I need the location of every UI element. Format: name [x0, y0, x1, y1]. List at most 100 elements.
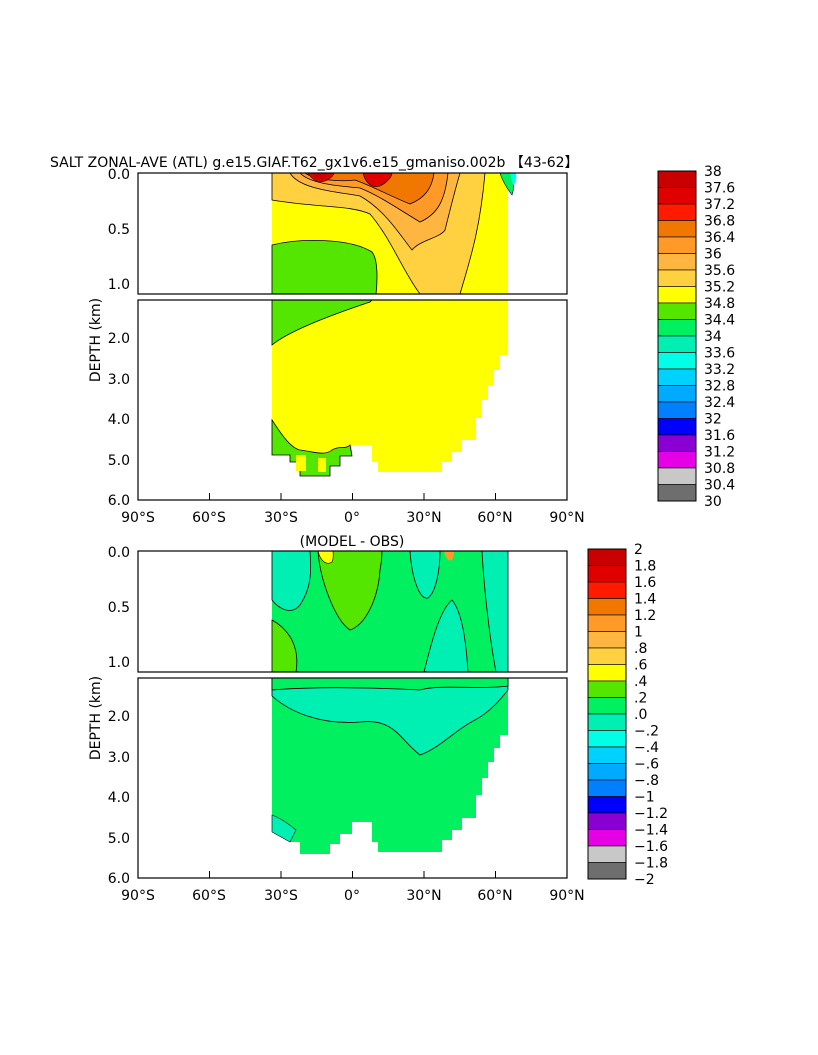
diff-colorbar-swatch-11 [587, 730, 627, 748]
diff-xtick-5: 60°N [477, 888, 512, 904]
diff-colorbar-label-2: 1.6 [634, 575, 656, 591]
diff-colorbar-swatch-0 [587, 548, 627, 566]
diff-y-ticks: 0.0 0.5 1.0 2.0 3.0 4.0 5.0 6.0 [108, 545, 130, 887]
salt-ytick-3: 2.0 [108, 331, 130, 347]
diff-colorbar-label-5: 1 [634, 625, 643, 641]
diff-colorbar-swatch-2 [587, 581, 627, 599]
salt-colorbar-swatch-1 [657, 187, 697, 205]
diff-colorbar-label-11: −.2 [634, 724, 659, 740]
diff-xtick-0: 90°S [121, 888, 155, 904]
diff-colorbar-label-3: 1.4 [634, 592, 656, 608]
salt-colorbar-swatch-14 [657, 401, 697, 419]
salt-colorbar-swatch-10 [657, 335, 697, 353]
salt-colorbar-swatch-18 [657, 467, 697, 485]
salt-colorbar-swatch-16 [657, 434, 697, 452]
diff-colorbar-label-17: −1.4 [634, 823, 668, 839]
diff-upper-yellow-spot [317, 551, 334, 564]
diff-colorbar-label-8: .4 [634, 674, 647, 690]
salt-colorbar-swatch-4 [657, 236, 697, 254]
salt-xtick-2: 30°S [264, 510, 298, 526]
diff-lower-green-top [271, 678, 509, 691]
diff-colorbar-label-12: −.4 [634, 740, 659, 756]
diff-colorbar-label-4: 1.2 [634, 608, 656, 624]
diff-ytick-2: 1.0 [108, 655, 130, 671]
salt-colorbar-label-0: 38 [704, 164, 722, 180]
salt-lower-field [271, 300, 508, 477]
diff-colorbar-label-10: .0 [634, 707, 647, 723]
salt-lower-deep-patch-2 [318, 458, 326, 472]
salt-colorbar-swatch-5 [657, 253, 697, 271]
diff-colorbar-label-0: 2 [634, 542, 643, 558]
salt-colorbar-swatch-8 [657, 302, 697, 320]
salt-colorbar-swatch-15 [657, 418, 697, 436]
diff-colorbar-swatch-14 [587, 779, 627, 797]
diff-colorbar-swatch-17 [587, 829, 627, 847]
diff-colorbar-label-14: −.8 [634, 773, 659, 789]
salt-ytick-0: 0.0 [108, 167, 130, 183]
diff-colorbar-label-15: −1 [634, 790, 655, 806]
salt-xtick-1: 60°S [192, 510, 226, 526]
salt-colorbar-swatch-17 [657, 451, 697, 469]
salt-colorbar-label-15: 32 [704, 412, 722, 428]
salt-tick-marks [137, 493, 568, 500]
diff-colorbar-swatch-1 [587, 565, 627, 583]
salt-colorbar-label-7: 35.2 [704, 280, 735, 296]
diff-ytick-3: 2.0 [108, 709, 130, 725]
salt-colorbar-label-19: 30.4 [704, 478, 735, 494]
diff-colorbar-swatch-5 [587, 631, 627, 649]
salt-upper-high-2 [362, 173, 393, 187]
diff-colorbar-label-13: −.6 [634, 757, 659, 773]
salt-xtick-4: 30°N [406, 510, 441, 526]
salt-ytick-4: 3.0 [108, 372, 130, 388]
diff-xtick-4: 30°N [406, 888, 441, 904]
diff-ytick-5: 4.0 [108, 790, 130, 806]
salt-upper-high-core [312, 173, 327, 180]
salt-colorbar-swatch-9 [657, 319, 697, 337]
salt-ylabel: DEPTH (km) [88, 298, 104, 382]
salt-colorbar-label-18: 30.8 [704, 461, 735, 477]
diff-x-ticks: 90°S 60°S 30°S 0° 30°N 60°N 90°N [121, 888, 585, 904]
salt-x-ticks: 90°S 60°S 30°S 0° 30°N 60°N 90°N [121, 510, 585, 526]
diff-xtick-3: 0° [344, 888, 360, 904]
diff-upper-cyan-n1 [409, 551, 441, 599]
diff-ytick-0: 0.0 [108, 545, 130, 561]
diff-upper-cyan-west [271, 551, 312, 611]
salt-colorbar-swatch-19 [657, 484, 697, 502]
diff-colorbar-swatch-13 [587, 763, 627, 781]
diff-colorbar: 21.81.61.41.21.8.6.4.2.0−.2−.4−.6−.8−1−1… [587, 542, 668, 888]
diff-colorbar-label-7: .6 [634, 658, 647, 674]
salt-upper-364 [304, 173, 435, 205]
salt-colorbar-label-20: 30 [704, 494, 722, 510]
salt-ytick-7: 6.0 [108, 493, 130, 509]
diff-lower-cyan-band [271, 678, 509, 756]
salt-colorbar-label-4: 36.4 [704, 230, 735, 246]
diff-ytick-1: 0.5 [108, 600, 130, 616]
diff-colorbar-label-20: −2 [634, 872, 655, 888]
salt-colorbar-label-2: 37.2 [704, 197, 735, 213]
salt-xtick-3: 0° [344, 510, 360, 526]
diff-upper-base [272, 551, 508, 672]
diff-lower-cyan-deep [271, 814, 297, 843]
diff-colorbar-swatch-6 [587, 647, 627, 665]
diff-colorbar-swatch-8 [587, 680, 627, 698]
diff-colorbar-swatch-10 [587, 713, 627, 731]
salt-colorbar-label-5: 36 [704, 247, 722, 263]
salt-colorbar-label-17: 31.2 [704, 445, 735, 461]
salt-colorbar-swatch-6 [657, 269, 697, 287]
diff-upper-cyan-n2 [423, 599, 469, 672]
salt-colorbar: 3837.637.236.836.43635.635.234.834.43433… [657, 164, 735, 510]
diff-ytick-6: 5.0 [108, 831, 130, 847]
salt-upper-arctic-freshest [510, 173, 517, 185]
chart-title-diff: (MODEL - OBS) [300, 534, 405, 550]
diff-colorbar-swatch-16 [587, 812, 627, 830]
salt-ytick-1: 0.5 [108, 222, 130, 238]
diff-colorbar-swatch-7 [587, 664, 627, 682]
salt-lower-base [272, 300, 508, 476]
chart-title-salt: SALT ZONAL-AVE (ATL) g.e15.GIAF.T62_gx1v… [50, 155, 579, 171]
diff-upper-frame [137, 550, 568, 673]
diff-tick-marks [137, 871, 568, 878]
salt-colorbar-label-3: 36.8 [704, 214, 735, 230]
salt-upper-green-tongue [271, 240, 378, 294]
diff-ylabel: DEPTH (km) [88, 676, 104, 760]
